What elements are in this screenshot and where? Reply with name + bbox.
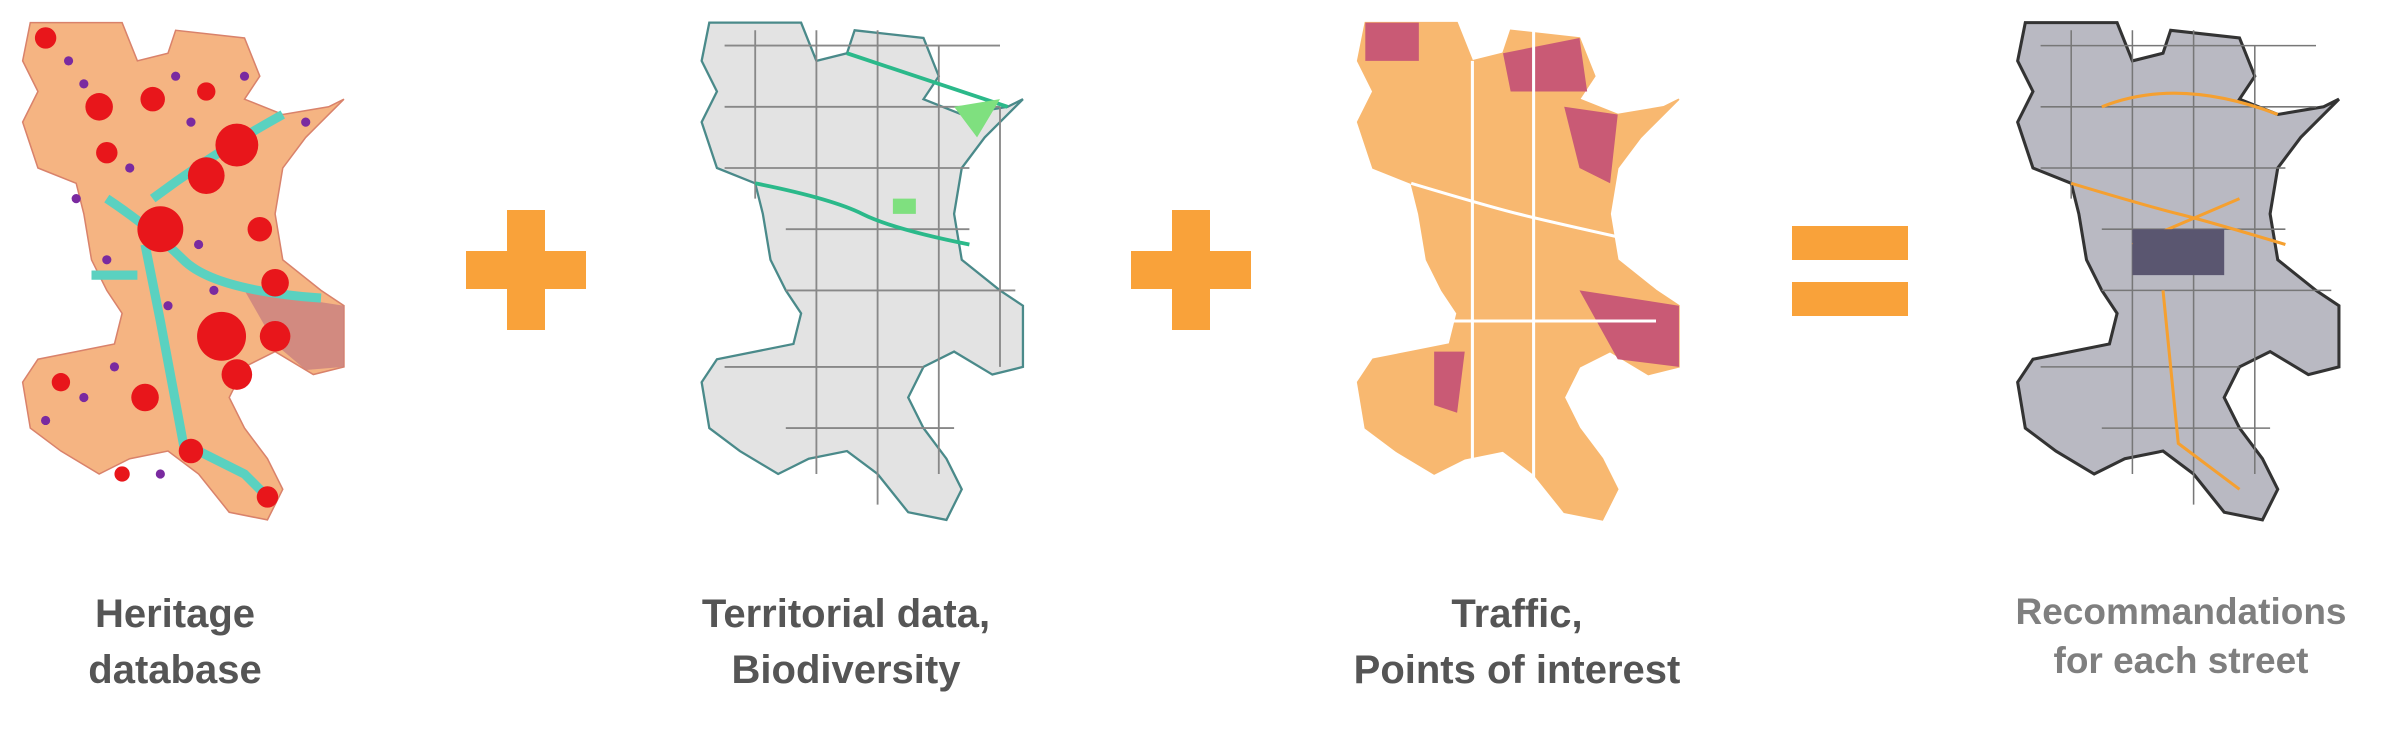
recommendation-map: [2016, 21, 2341, 522]
heritage-map: [21, 21, 345, 521]
step-label: Points of interest: [1354, 648, 1681, 692]
territorial-map: [700, 21, 1025, 522]
step-label: Heritage: [95, 592, 255, 636]
plus-sign: [1131, 210, 1251, 330]
step-label: for each street: [2054, 640, 2309, 681]
step-label: Traffic,: [1451, 592, 1582, 636]
equals-sign: [1792, 226, 1908, 316]
step-label: Recommandations: [2015, 591, 2346, 632]
traffic-map: [1356, 21, 1680, 521]
step-label: Territorial data,: [702, 592, 990, 636]
plus-sign: [466, 210, 586, 330]
step-label: database: [88, 648, 261, 692]
step-labels: Heritage database Territorial data, Biodive…: [88, 591, 2346, 692]
step-label: Biodiversity: [732, 648, 962, 692]
